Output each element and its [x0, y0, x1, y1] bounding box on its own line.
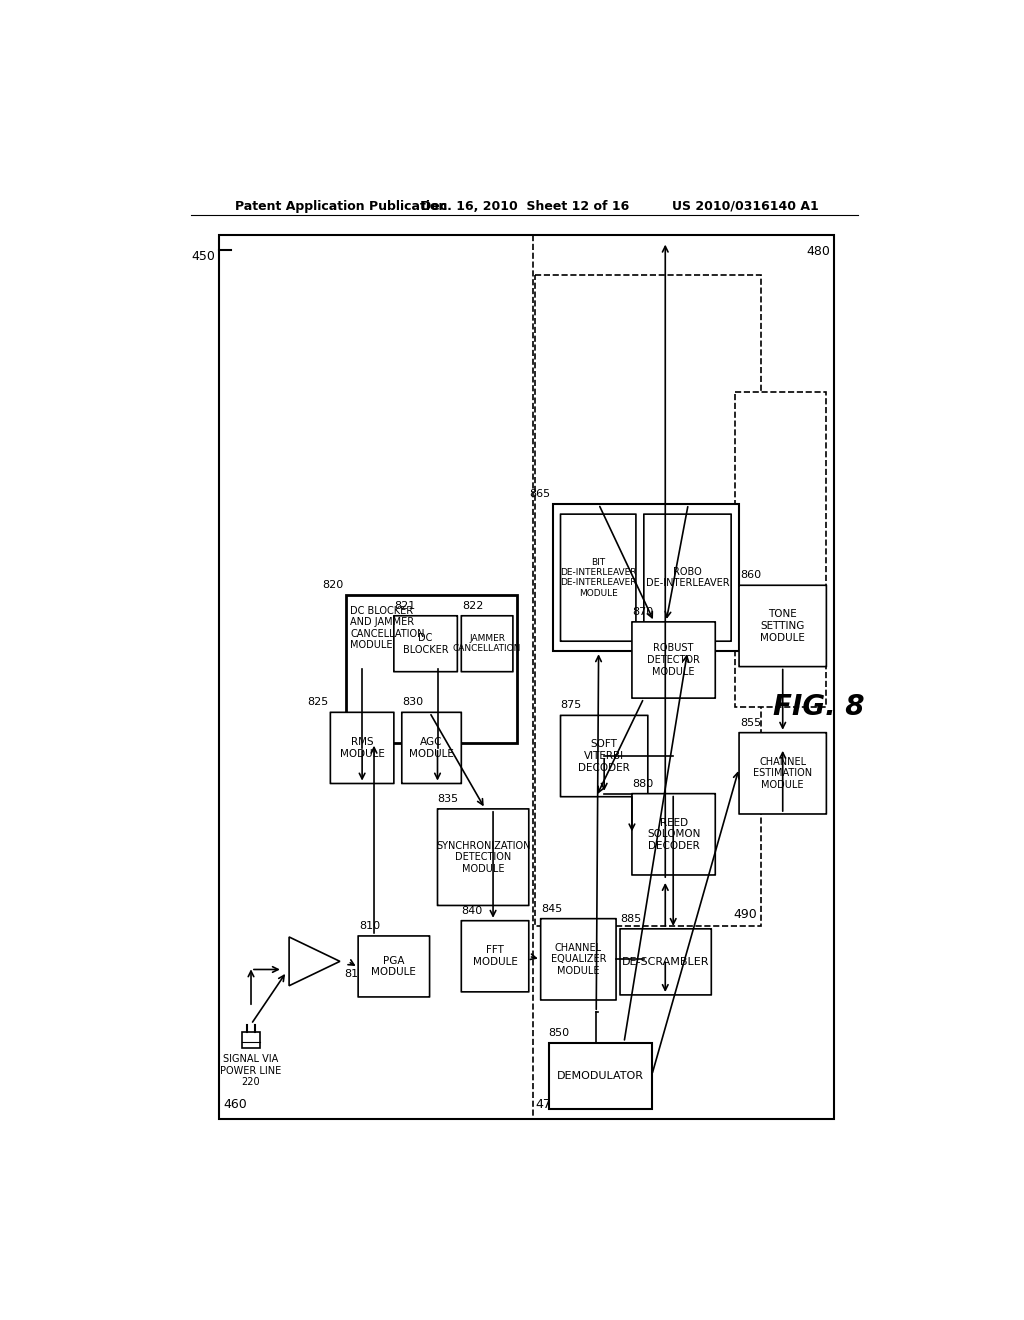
Text: 820: 820: [323, 581, 344, 590]
Text: FIG. 8: FIG. 8: [773, 693, 864, 721]
FancyBboxPatch shape: [394, 615, 458, 672]
Text: RMS
MODULE: RMS MODULE: [340, 737, 385, 759]
FancyBboxPatch shape: [461, 920, 528, 991]
FancyBboxPatch shape: [632, 622, 716, 698]
FancyBboxPatch shape: [401, 713, 462, 784]
Text: CHANNEL
ESTIMATION
MODULE: CHANNEL ESTIMATION MODULE: [754, 756, 812, 789]
FancyBboxPatch shape: [461, 615, 513, 672]
Text: SIGNAL VIA
POWER LINE
220: SIGNAL VIA POWER LINE 220: [220, 1053, 282, 1088]
FancyBboxPatch shape: [644, 513, 731, 642]
FancyBboxPatch shape: [437, 809, 528, 906]
Text: 825: 825: [307, 697, 329, 708]
Text: 880: 880: [632, 779, 653, 788]
FancyBboxPatch shape: [739, 733, 826, 814]
Text: 850: 850: [549, 1027, 569, 1038]
Text: 490: 490: [733, 908, 758, 921]
FancyBboxPatch shape: [620, 929, 712, 995]
Text: 835: 835: [437, 793, 459, 804]
Text: 845: 845: [542, 904, 563, 913]
Text: 885: 885: [620, 913, 641, 924]
Text: BIT
DE-INTERLEAVER
DE-INTERLEAVER
MODULE: BIT DE-INTERLEAVER DE-INTERLEAVER MODULE: [560, 557, 637, 598]
Text: 470: 470: [536, 1098, 559, 1110]
Text: 855: 855: [740, 718, 761, 727]
Text: ROBUST
DETECTOR
MODULE: ROBUST DETECTOR MODULE: [647, 643, 700, 677]
FancyBboxPatch shape: [331, 713, 394, 784]
Text: Patent Application Publication: Patent Application Publication: [236, 199, 447, 213]
Text: 460: 460: [223, 1098, 247, 1110]
FancyBboxPatch shape: [541, 919, 616, 1001]
Text: Dec. 16, 2010  Sheet 12 of 16: Dec. 16, 2010 Sheet 12 of 16: [421, 199, 629, 213]
Text: 822: 822: [462, 601, 483, 611]
Text: US 2010/0316140 A1: US 2010/0316140 A1: [672, 199, 818, 213]
Text: CHANNEL
EQUALIZER
MODULE: CHANNEL EQUALIZER MODULE: [551, 942, 606, 975]
Text: DC
BLOCKER: DC BLOCKER: [402, 632, 449, 655]
Text: 821: 821: [394, 601, 416, 611]
Bar: [553, 504, 739, 651]
FancyBboxPatch shape: [560, 715, 648, 797]
Text: DEMODULATOR: DEMODULATOR: [557, 1071, 644, 1081]
Bar: [219, 235, 835, 1119]
FancyBboxPatch shape: [739, 585, 826, 667]
FancyBboxPatch shape: [632, 793, 716, 875]
Text: 870: 870: [632, 607, 653, 616]
Text: 815: 815: [344, 969, 365, 978]
Text: JAMMER
CANCELLATION: JAMMER CANCELLATION: [453, 634, 521, 653]
Text: DE-SCRAMBLER: DE-SCRAMBLER: [622, 957, 710, 966]
Bar: [735, 392, 826, 708]
Text: FFT
MODULE: FFT MODULE: [473, 945, 517, 968]
Text: 450: 450: [191, 249, 215, 263]
Text: 840: 840: [461, 906, 482, 916]
Text: PGA
MODULE: PGA MODULE: [372, 956, 417, 977]
Bar: [242, 1032, 260, 1048]
Bar: [536, 276, 761, 925]
FancyBboxPatch shape: [560, 513, 636, 642]
Text: 860: 860: [740, 570, 762, 581]
Text: REED
SOLOMON
DECODER: REED SOLOMON DECODER: [647, 817, 700, 851]
FancyBboxPatch shape: [358, 936, 430, 997]
Text: SYNCHRONIZATION
DETECTION
MODULE: SYNCHRONIZATION DETECTION MODULE: [436, 841, 530, 874]
Text: DC BLOCKER
AND JAMMER
CANCELLATION
MODULE: DC BLOCKER AND JAMMER CANCELLATION MODUL…: [350, 606, 425, 651]
Text: 830: 830: [401, 697, 423, 708]
Text: 875: 875: [560, 701, 582, 710]
Text: SOFT
VITERBI
DECODER: SOFT VITERBI DECODER: [579, 739, 630, 772]
Text: 810: 810: [359, 921, 380, 931]
Text: TONE
SETTING
MODULE: TONE SETTING MODULE: [760, 610, 805, 643]
Text: 865: 865: [529, 488, 550, 499]
Bar: [549, 1043, 652, 1109]
Text: AGC
MODULE: AGC MODULE: [410, 737, 454, 759]
Bar: [346, 595, 517, 743]
Text: ROBO
DE-INTERLEAVER: ROBO DE-INTERLEAVER: [646, 566, 729, 589]
Text: 480: 480: [807, 244, 830, 257]
